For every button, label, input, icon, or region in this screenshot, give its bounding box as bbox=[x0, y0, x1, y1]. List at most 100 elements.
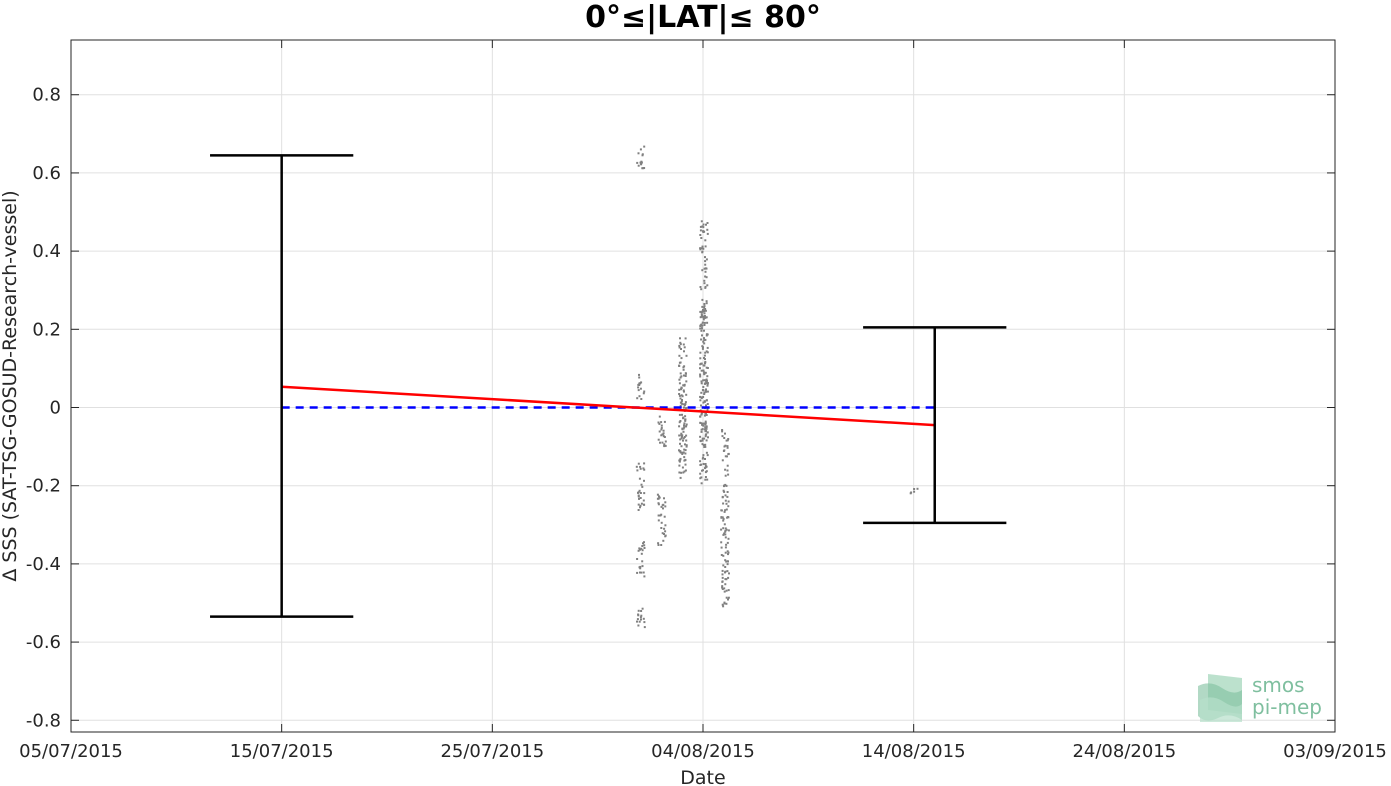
scatter-point bbox=[664, 444, 667, 447]
scatter-point bbox=[701, 298, 704, 301]
scatter-point bbox=[724, 536, 727, 539]
y-tick-label: -0.2 bbox=[26, 476, 61, 497]
scatter-point bbox=[704, 270, 707, 273]
scatter-point bbox=[704, 478, 707, 481]
scatter-point bbox=[724, 499, 727, 502]
scatter-point bbox=[705, 333, 708, 336]
scatter-point bbox=[637, 389, 640, 392]
scatter-point bbox=[639, 616, 642, 619]
scatter-point bbox=[683, 470, 686, 473]
scatter-point bbox=[657, 514, 660, 517]
y-axis-label: Δ SSS (SAT-TSG-GOSUD-Research-vessel) bbox=[0, 190, 21, 581]
scatter-point bbox=[636, 397, 639, 400]
scatter-point bbox=[657, 519, 660, 522]
scatter-point bbox=[643, 390, 646, 393]
scatter-point bbox=[660, 434, 663, 437]
scatter-point bbox=[704, 423, 707, 426]
scatter-point bbox=[640, 381, 643, 384]
scatter-point bbox=[684, 401, 687, 404]
scatter-point bbox=[701, 423, 704, 426]
scatter-point bbox=[662, 432, 665, 435]
scatter-point bbox=[722, 564, 725, 567]
scatter-point bbox=[704, 382, 707, 385]
scatter-point bbox=[679, 401, 682, 404]
x-tick-label: 05/07/2015 bbox=[19, 741, 123, 762]
scatter-point bbox=[706, 390, 709, 393]
scatter-point bbox=[684, 337, 687, 340]
scatter-point bbox=[660, 544, 663, 546]
scatter-point bbox=[699, 234, 702, 236]
scatter-point bbox=[706, 232, 709, 235]
scatter-point bbox=[702, 401, 705, 404]
scatter-point bbox=[727, 529, 730, 532]
scatter-point bbox=[724, 570, 727, 573]
scatter-point bbox=[683, 448, 686, 451]
scatter-point bbox=[643, 462, 646, 465]
scatter-point bbox=[722, 554, 725, 557]
scatter-point bbox=[702, 318, 705, 321]
scatter-point bbox=[684, 463, 687, 466]
scatter-point bbox=[723, 485, 725, 488]
scatter-point bbox=[658, 415, 661, 418]
scatter-point bbox=[724, 559, 727, 562]
scatter-point bbox=[678, 346, 681, 349]
scatter-point bbox=[678, 449, 680, 452]
scatter-point bbox=[643, 479, 645, 482]
scatter-point bbox=[643, 492, 646, 495]
scatter-point bbox=[720, 516, 723, 519]
scatter-point bbox=[680, 400, 683, 402]
y-tick-label: 0.6 bbox=[32, 163, 61, 184]
scatter-point bbox=[728, 572, 730, 575]
scatter-point bbox=[699, 248, 702, 251]
scatter-point bbox=[663, 527, 666, 530]
scatter-point bbox=[639, 565, 642, 568]
scatter-point bbox=[722, 527, 725, 530]
scatter-point bbox=[640, 547, 643, 550]
scatter-point bbox=[726, 455, 728, 458]
scatter-point bbox=[638, 497, 640, 500]
scatter-point bbox=[702, 386, 705, 388]
scatter-point bbox=[684, 415, 687, 418]
scatter-point bbox=[703, 379, 706, 382]
scatter-point bbox=[640, 483, 643, 486]
scatter-point bbox=[720, 509, 723, 512]
scatter-point bbox=[703, 364, 706, 367]
x-tick-label: 24/08/2015 bbox=[1072, 741, 1176, 762]
scatter-point bbox=[724, 546, 727, 549]
scatter-point bbox=[700, 412, 703, 415]
scatter-point bbox=[685, 380, 688, 383]
scatter-point bbox=[700, 463, 703, 466]
scatter-point bbox=[701, 469, 703, 472]
scatter-point bbox=[703, 312, 706, 315]
scatter-point bbox=[680, 451, 683, 454]
scatter-point bbox=[660, 527, 663, 529]
scatter-point bbox=[661, 433, 664, 436]
scatter-point bbox=[704, 458, 706, 460]
logo-text-pi-mep: pi-mep bbox=[1252, 695, 1322, 719]
scatter-point bbox=[661, 504, 664, 507]
scatter-point bbox=[699, 399, 702, 402]
error-bar bbox=[210, 154, 354, 618]
scatter-point bbox=[720, 546, 723, 549]
scatter-point bbox=[705, 366, 708, 369]
scatter-point bbox=[726, 516, 729, 518]
scatter-point bbox=[641, 545, 644, 547]
scatter-point bbox=[725, 543, 728, 546]
scatter-point bbox=[703, 428, 706, 431]
scatter-point bbox=[700, 382, 703, 385]
scatter-point bbox=[723, 490, 726, 493]
scatter-point bbox=[721, 516, 724, 519]
scatter-point bbox=[684, 458, 687, 461]
scatter-point bbox=[703, 400, 706, 403]
scatter-point bbox=[700, 327, 703, 330]
scatter-point bbox=[638, 620, 641, 623]
scatter-point bbox=[661, 532, 664, 535]
scatter-point bbox=[704, 239, 707, 242]
scatter-point bbox=[724, 529, 727, 532]
scatter-point bbox=[704, 433, 707, 436]
scatter-point bbox=[721, 603, 724, 606]
scatter-point bbox=[679, 438, 682, 441]
scatter-point bbox=[699, 324, 702, 327]
scatter-point bbox=[703, 391, 706, 394]
scatter-point bbox=[701, 324, 704, 327]
